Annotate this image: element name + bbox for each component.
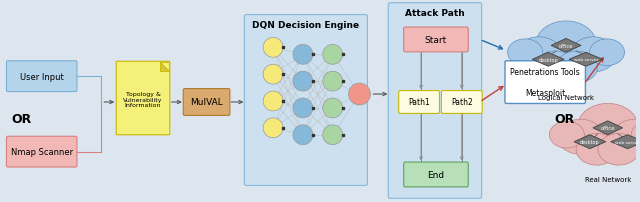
Polygon shape [574, 135, 606, 149]
Polygon shape [611, 135, 640, 149]
Text: OR: OR [12, 113, 32, 126]
FancyBboxPatch shape [244, 16, 367, 185]
Text: Path2: Path2 [451, 98, 473, 107]
Circle shape [293, 125, 313, 145]
Text: web server: web server [573, 58, 598, 62]
Text: Path1: Path1 [408, 98, 430, 107]
Text: desktop: desktop [580, 140, 600, 144]
Circle shape [349, 84, 371, 105]
Circle shape [323, 125, 342, 145]
FancyBboxPatch shape [399, 91, 440, 114]
FancyBboxPatch shape [6, 61, 77, 92]
Text: User Input: User Input [20, 72, 63, 81]
FancyBboxPatch shape [388, 4, 482, 198]
FancyBboxPatch shape [404, 162, 468, 187]
FancyBboxPatch shape [183, 89, 230, 116]
Ellipse shape [589, 40, 625, 66]
Ellipse shape [631, 122, 640, 148]
Ellipse shape [536, 22, 596, 67]
Text: desktop: desktop [538, 58, 558, 62]
Circle shape [263, 38, 283, 58]
Ellipse shape [516, 38, 562, 73]
Ellipse shape [570, 38, 616, 73]
Ellipse shape [576, 134, 618, 165]
FancyBboxPatch shape [6, 137, 77, 167]
Text: OR: OR [554, 113, 574, 126]
Text: Attack Path: Attack Path [405, 9, 465, 18]
Ellipse shape [549, 122, 584, 148]
Text: web server: web server [616, 140, 640, 144]
Text: Penetrations Tools

Metasploit: Penetrations Tools Metasploit [510, 68, 580, 98]
Circle shape [323, 45, 342, 65]
Circle shape [263, 118, 283, 138]
Polygon shape [551, 39, 581, 53]
Polygon shape [160, 63, 169, 72]
Ellipse shape [598, 134, 639, 165]
Text: End: End [428, 170, 445, 179]
Text: office: office [600, 126, 615, 131]
Circle shape [263, 65, 283, 85]
FancyBboxPatch shape [116, 62, 170, 135]
Text: Start: Start [425, 36, 447, 45]
FancyBboxPatch shape [442, 91, 482, 114]
Polygon shape [593, 121, 623, 135]
Polygon shape [160, 63, 169, 72]
Circle shape [263, 92, 283, 111]
Ellipse shape [557, 120, 604, 155]
Ellipse shape [578, 104, 638, 149]
Circle shape [323, 72, 342, 92]
Circle shape [293, 99, 313, 118]
Ellipse shape [556, 52, 598, 83]
Text: DQN Decision Engine: DQN Decision Engine [252, 21, 360, 30]
FancyBboxPatch shape [404, 28, 468, 53]
Circle shape [293, 45, 313, 65]
Polygon shape [532, 53, 564, 67]
Text: MulVAL: MulVAL [190, 98, 223, 107]
Text: Nmap Scanner: Nmap Scanner [11, 147, 73, 156]
Ellipse shape [612, 120, 640, 155]
Circle shape [293, 72, 313, 92]
Polygon shape [569, 53, 603, 67]
FancyBboxPatch shape [505, 61, 586, 104]
Text: office: office [559, 44, 573, 49]
Ellipse shape [534, 52, 576, 83]
Circle shape [323, 99, 342, 118]
Ellipse shape [508, 40, 543, 66]
Text: Real Network: Real Network [584, 177, 631, 183]
Text: Logical Network: Logical Network [538, 95, 594, 101]
Text: Topology &
Vulnerability
Information: Topology & Vulnerability Information [124, 91, 163, 108]
